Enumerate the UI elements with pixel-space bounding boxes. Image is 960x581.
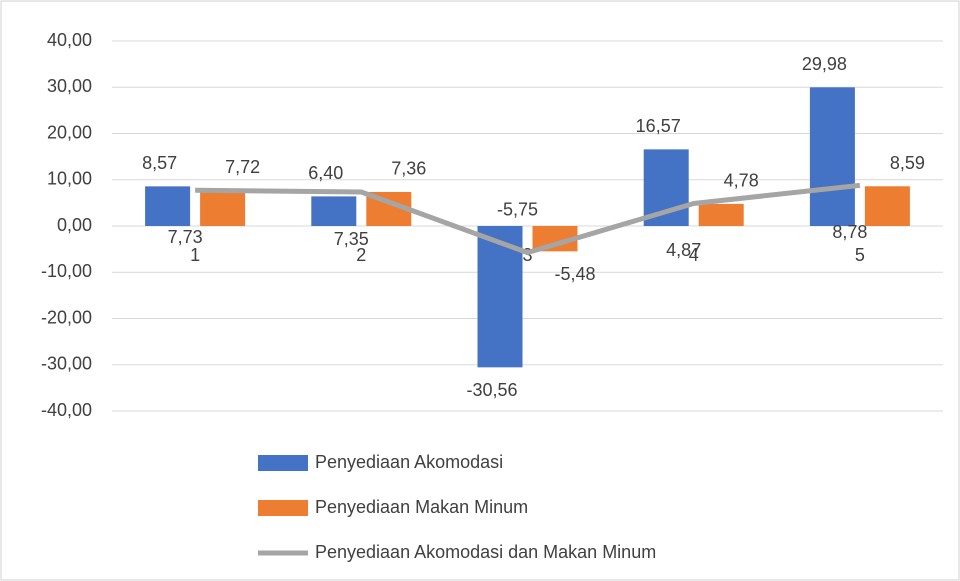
data-label: 16,57 (636, 116, 681, 136)
data-label: 7,73 (168, 227, 203, 247)
data-label: 4,78 (724, 171, 759, 191)
line (195, 182, 861, 256)
data-label: 6,40 (308, 163, 343, 183)
data-label: 7,36 (391, 159, 426, 179)
data-label: -5,48 (554, 264, 595, 284)
data-label: -5,75 (497, 199, 538, 219)
y-tick-label: 20,00 (47, 122, 92, 142)
bar (698, 203, 744, 226)
data-label: 8,57 (142, 153, 177, 173)
data-label: 7,72 (225, 157, 260, 177)
bar (809, 87, 855, 226)
data-label: 4,87 (666, 240, 701, 260)
y-tick-label: 10,00 (47, 169, 92, 189)
legend-swatch (258, 500, 308, 516)
legend-label: Penyediaan Makan Minum (315, 497, 528, 517)
data-label: 7,35 (334, 229, 369, 249)
data-label: -30,56 (466, 380, 517, 400)
bar (864, 186, 910, 226)
bar (311, 196, 357, 226)
data-label: 8,78 (832, 222, 867, 242)
y-tick-label: -10,00 (41, 261, 92, 281)
bar (145, 186, 191, 226)
legend-label: Penyediaan Akomodasi dan Makan Minum (315, 542, 656, 562)
y-tick-label: 0,00 (57, 215, 92, 235)
y-tick-label: -30,00 (41, 354, 92, 374)
y-tick-label: -20,00 (41, 307, 92, 327)
data-label: 8,59 (890, 153, 925, 173)
y-tick-label: 30,00 (47, 76, 92, 96)
x-tick-label: 5 (855, 245, 865, 265)
y-tick-label: 40,00 (47, 30, 92, 50)
bar (200, 190, 246, 226)
data-label: 29,98 (802, 54, 847, 74)
x-tick-label: 4 (689, 245, 699, 265)
legend-swatch (258, 455, 308, 471)
x-tick-label: 1 (190, 245, 200, 265)
legend-label: Penyediaan Akomodasi (315, 452, 503, 472)
y-tick-label: -40,00 (41, 400, 92, 420)
x-tick-label: 2 (356, 245, 366, 265)
